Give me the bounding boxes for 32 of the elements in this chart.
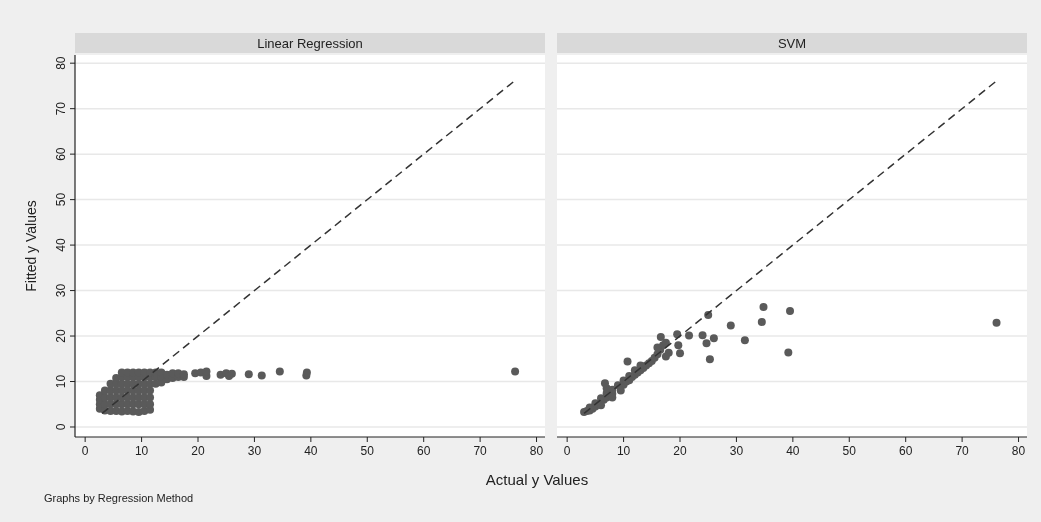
y-tick-label: 70 — [54, 101, 68, 116]
y-tick-label: 50 — [54, 192, 68, 207]
y-axis-title: Fitted y Values — [23, 200, 39, 292]
x-tick-label: 0 — [563, 444, 571, 458]
x-tick-label: 60 — [899, 444, 913, 458]
x-tick-label: 80 — [1011, 444, 1026, 458]
chart-title: SVM — [777, 36, 807, 51]
y-tick-label: 80 — [54, 56, 68, 70]
y-tick-label: 40 — [54, 238, 68, 252]
x-tick-label: 30 — [729, 444, 744, 458]
x-tick-label: 0 — [81, 444, 89, 458]
x-tick-label: 80 — [529, 444, 544, 458]
x-tick-label: 10 — [134, 444, 149, 458]
x-tick-label: 20 — [673, 444, 687, 458]
x-tick-label: 50 — [360, 444, 375, 458]
x-tick-label: 30 — [247, 444, 262, 458]
x-tick-label: 50 — [842, 444, 857, 458]
y-tick-label: 20 — [54, 329, 68, 343]
y-tick-label: 0 — [54, 423, 68, 431]
y-tick-label: 10 — [54, 374, 68, 389]
x-tick-label: 40 — [304, 444, 318, 458]
x-tick-label: 70 — [955, 444, 970, 458]
y-tick-label: 30 — [54, 283, 68, 298]
text: Graphs by Regression Method — [44, 492, 194, 504]
x-tick-label: 40 — [786, 444, 800, 458]
x-tick-label: 20 — [191, 444, 205, 458]
x-tick-label: 60 — [417, 444, 431, 458]
x-tick-label: 70 — [473, 444, 488, 458]
x-tick-label: 10 — [616, 444, 631, 458]
y-tick-label: 60 — [54, 147, 68, 161]
x-axis-title: Actual y Values — [485, 471, 589, 488]
chart-title: Linear Regression — [257, 36, 363, 51]
